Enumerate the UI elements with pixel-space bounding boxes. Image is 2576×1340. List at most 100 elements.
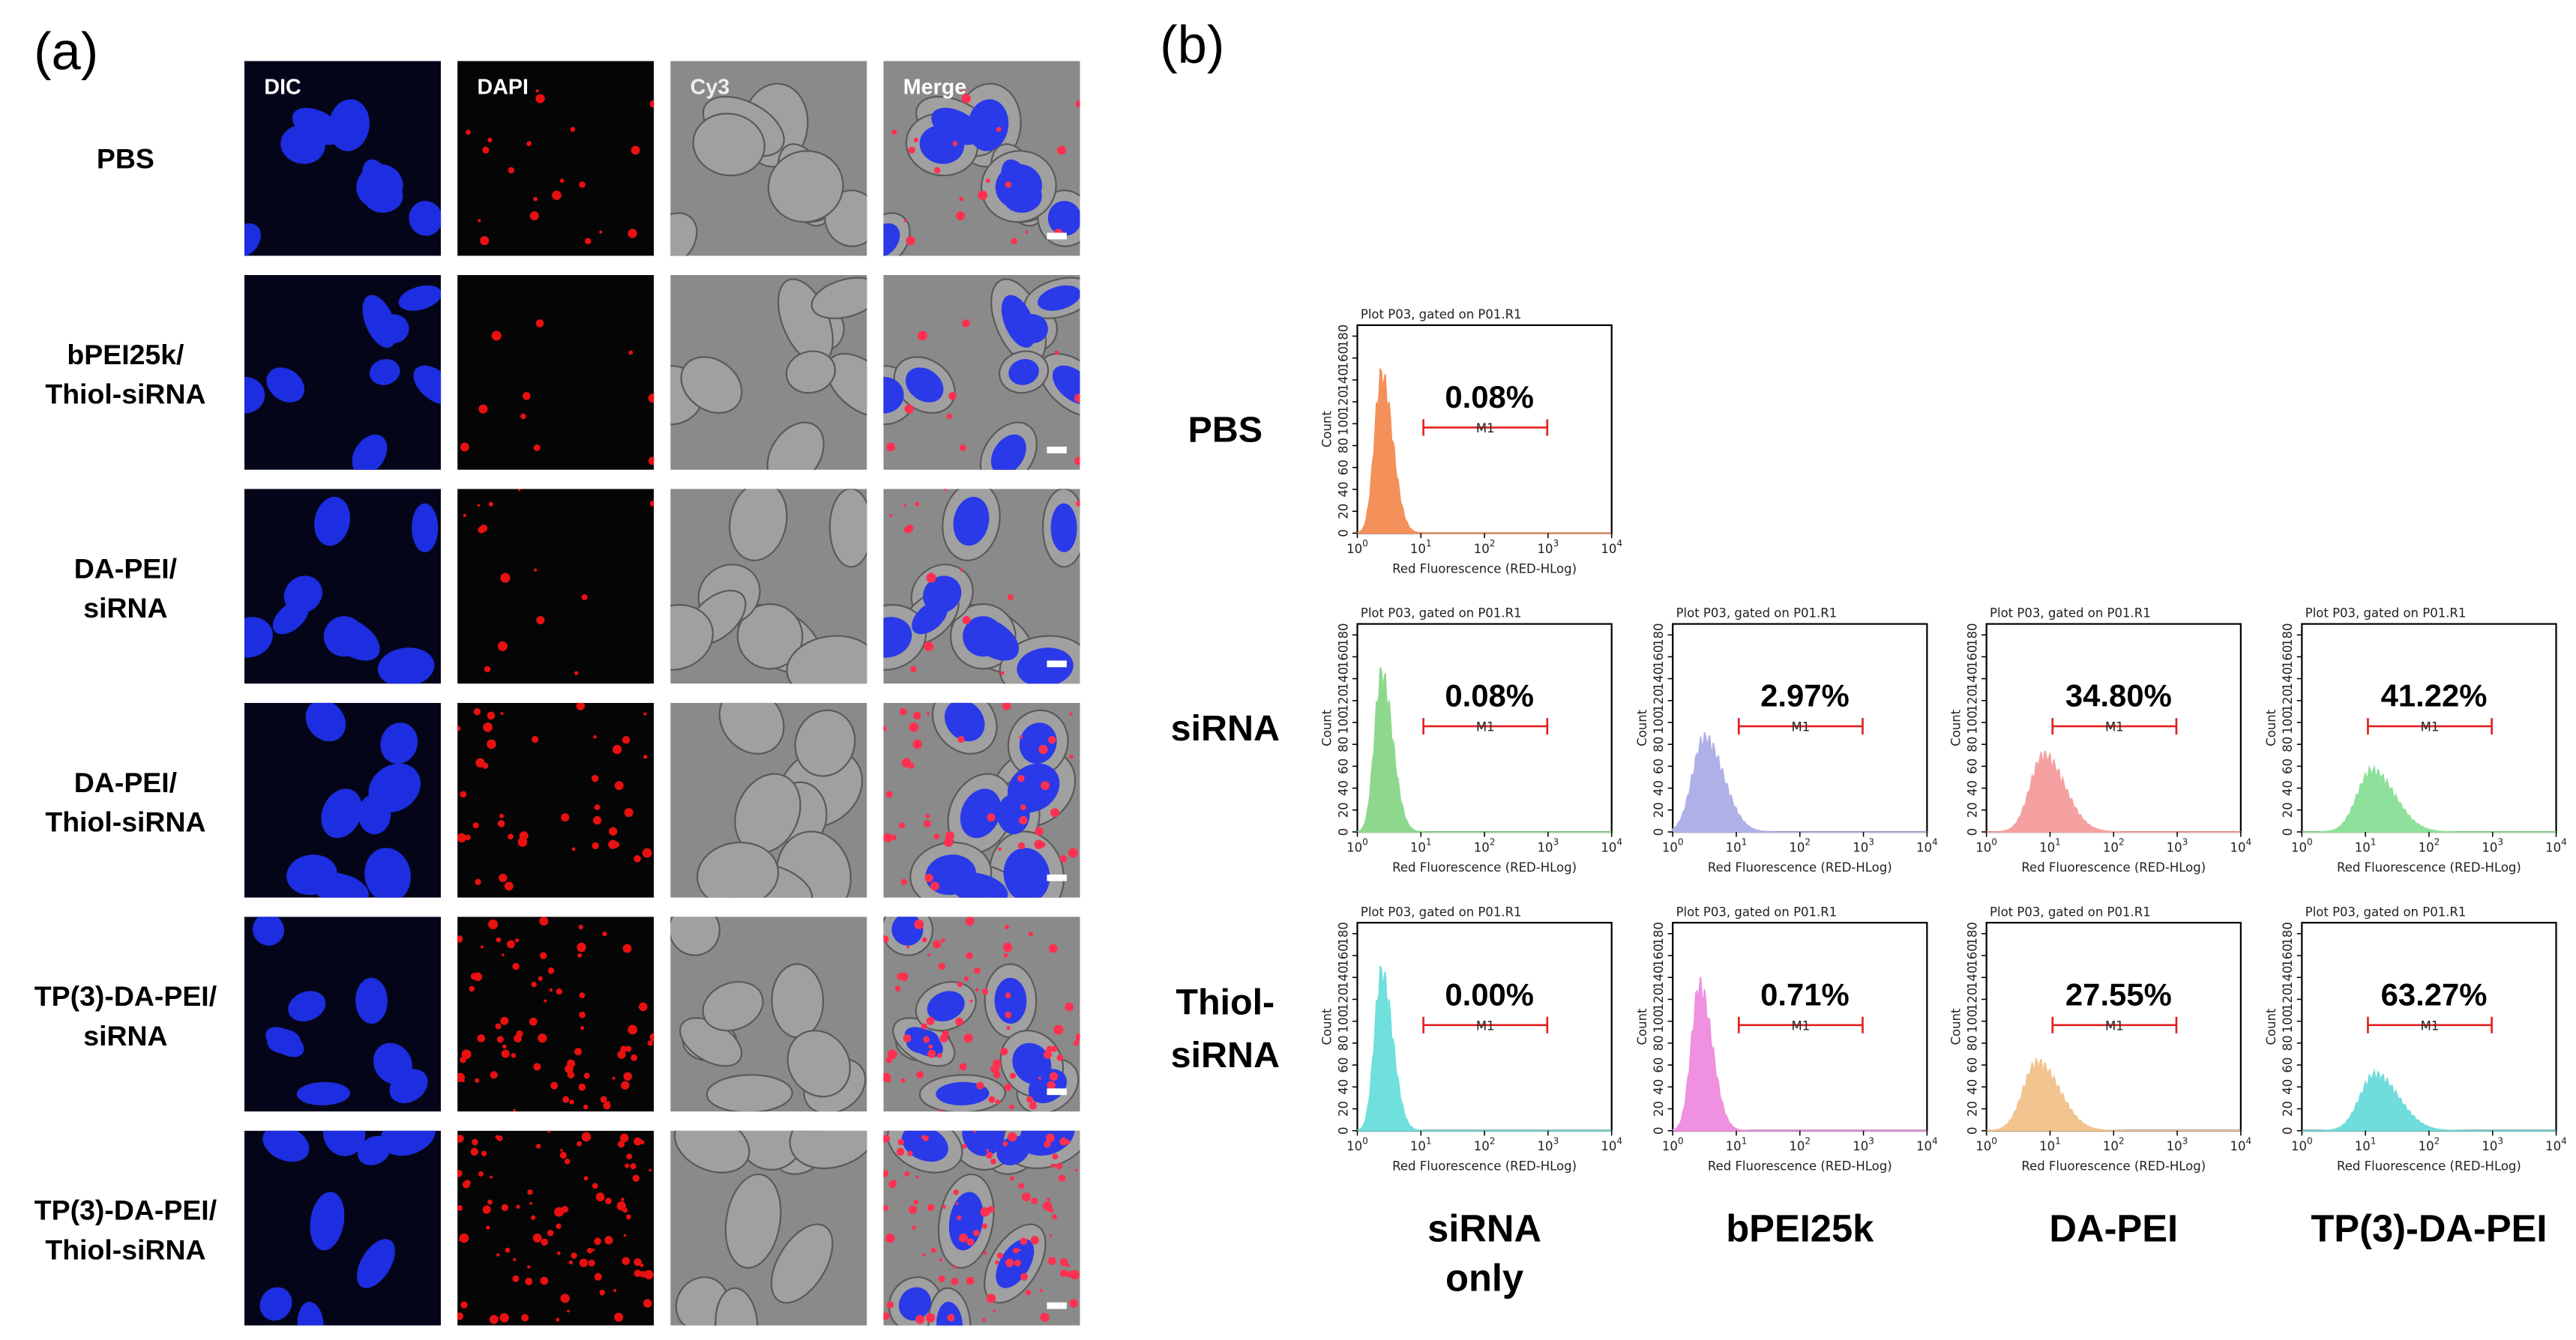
y-tick-label: 60: [2281, 758, 2295, 774]
sirna-spot: [501, 1049, 510, 1058]
y-tick-label: 0: [1336, 1126, 1350, 1135]
sirna-spot: [959, 196, 964, 202]
x-tick-base: 10: [1410, 542, 1426, 556]
nucleus: [1017, 648, 1074, 684]
sirna-spot: [541, 1238, 549, 1246]
sirna-spot: [914, 919, 924, 929]
y-tick-label: 60: [1965, 758, 1979, 774]
sirna-spot: [926, 1016, 935, 1025]
sirna-spot: [912, 1225, 916, 1230]
sirna-spot: [896, 1147, 905, 1156]
nucleus: [1019, 1130, 1075, 1156]
sirna-spot: [512, 1275, 520, 1282]
y-tick-label: 120: [1965, 988, 1979, 1012]
sirna-spot: [500, 712, 504, 716]
sirna-spot: [487, 1199, 493, 1205]
y-tick-label: 140: [1336, 965, 1350, 989]
sirna-spot: [883, 833, 893, 843]
sirna-spot: [981, 988, 989, 995]
sirna-spot: [1017, 842, 1026, 850]
nucleus: [1019, 722, 1057, 764]
sirna-spot: [908, 762, 915, 769]
y-tick-label: 80: [1336, 737, 1350, 752]
histogram-plot: Plot P03, gated on P01.R1020406080100120…: [1948, 905, 2251, 1173]
sirna-spot: [923, 1036, 930, 1043]
x-tick-label: 104: [2230, 837, 2251, 855]
nucleus: [373, 1042, 412, 1084]
sirna-spot: [897, 1148, 901, 1152]
x-tick-base: 10: [2545, 1139, 2561, 1153]
micrograph: [244, 1130, 442, 1326]
micrograph: [883, 61, 1080, 256]
sirna-spot: [1004, 1083, 1012, 1091]
sirna-spot: [496, 1135, 503, 1141]
nucleus: [358, 794, 391, 835]
sirna-spot: [567, 1309, 570, 1313]
sirna-spot: [915, 1315, 925, 1324]
sirna-spot: [913, 1199, 919, 1205]
sirna-spot: [1007, 1132, 1017, 1142]
sirna-spot: [1020, 1237, 1028, 1246]
micrograph: [670, 1130, 867, 1326]
x-tick-exponent: 3: [1868, 837, 1874, 848]
row-label: Thiol-siRNA: [45, 378, 205, 410]
sirna-spot: [605, 1198, 612, 1204]
sirna-spot: [941, 938, 945, 943]
x-tick-base: 10: [2167, 1139, 2182, 1153]
x-tick-exponent: 3: [2182, 837, 2188, 848]
x-tick-base: 10: [2103, 1139, 2119, 1153]
sirna-spot: [491, 331, 502, 341]
percent-label: 0.08%: [1445, 379, 1534, 414]
sirna-spot: [583, 1072, 590, 1079]
sirna-spot: [1053, 1024, 1064, 1035]
micrograph: [883, 1130, 1080, 1326]
x-tick-base: 10: [1975, 1139, 1991, 1153]
sirna-spot: [912, 739, 923, 749]
sirna-spot: [457, 1170, 463, 1177]
column-label: siRNA: [1427, 1207, 1541, 1249]
x-tick-label: 103: [2167, 837, 2188, 855]
sirna-spot: [885, 1233, 895, 1243]
sirna-spot: [1038, 841, 1046, 848]
sirna-spot: [960, 568, 963, 572]
sirna-spot: [556, 1318, 560, 1322]
sirna-spot: [986, 1294, 996, 1303]
sirna-spot: [1069, 755, 1074, 759]
y-tick-label: 60: [1965, 1057, 1979, 1073]
sirna-spot: [536, 615, 545, 625]
sirna-spot: [959, 1063, 967, 1071]
sirna-spot: [1056, 1054, 1064, 1061]
row-label: Thiol-siRNA: [45, 1234, 205, 1266]
sirna-spot: [628, 350, 634, 355]
sirna-spot: [962, 319, 970, 328]
x-tick-base: 10: [1916, 1139, 1932, 1153]
histogram: [1986, 750, 2241, 833]
x-tick-label: 101: [1726, 1135, 1748, 1153]
y-tick-label: 140: [1652, 965, 1666, 989]
sirna-spot: [496, 937, 502, 943]
sirna-spot: [504, 881, 514, 891]
x-tick-label: 103: [1538, 1135, 1559, 1153]
sirna-spot: [1059, 1137, 1068, 1146]
nucleus: [409, 201, 442, 236]
x-tick-base: 10: [2291, 840, 2307, 854]
sirna-spot: [512, 962, 520, 971]
sirna-spot: [1065, 1263, 1070, 1267]
sirna-spot: [906, 945, 910, 949]
scale-bar: [1047, 1302, 1067, 1309]
x-tick-base: 10: [2167, 840, 2182, 854]
sirna-spot: [1002, 702, 1011, 710]
x-tick-label: 100: [1346, 837, 1368, 855]
nucleus: [905, 367, 944, 402]
sirna-spot: [1017, 774, 1025, 782]
x-tick-exponent: 0: [1362, 1135, 1368, 1146]
nucleus: [883, 223, 900, 256]
y-tick-label: 100: [1965, 1009, 1979, 1033]
sirna-spot: [908, 1205, 918, 1214]
sirna-spot: [986, 1151, 993, 1159]
sirna-spot: [540, 1276, 549, 1285]
sirna-spot: [549, 988, 553, 992]
sirna-spot: [1041, 781, 1050, 791]
sirna-spot: [559, 178, 565, 183]
cell-outline: [724, 1173, 782, 1269]
